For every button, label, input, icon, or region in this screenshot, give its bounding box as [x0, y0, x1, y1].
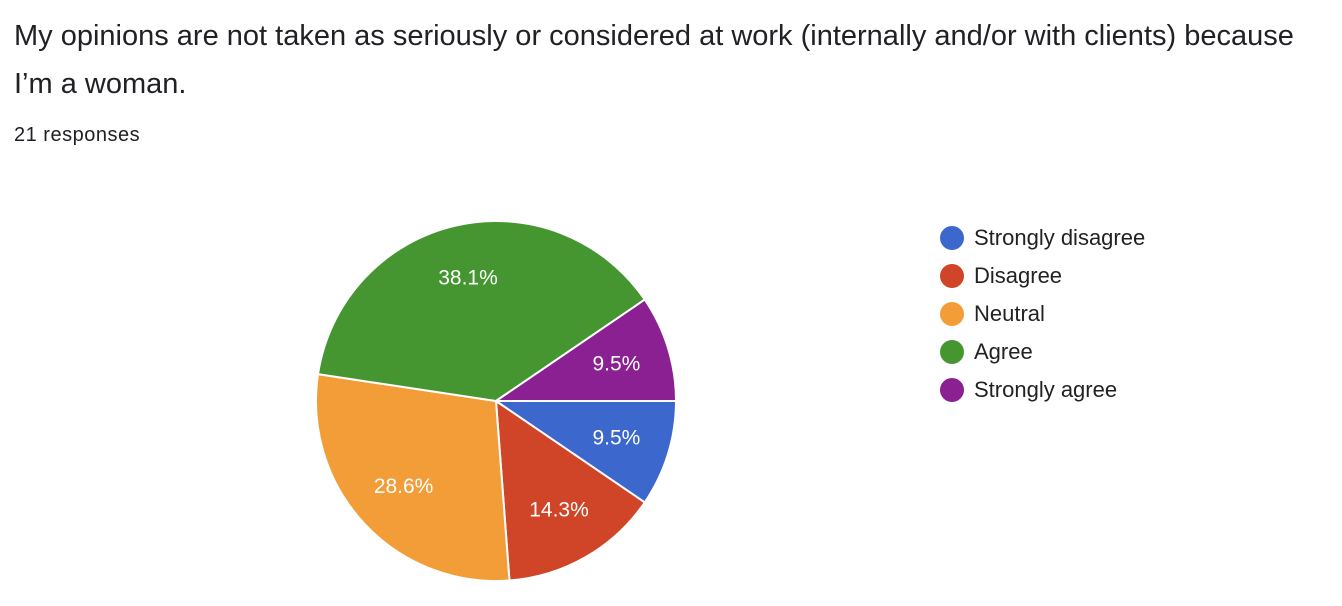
- legend-label-disagree: Disagree: [974, 263, 1063, 288]
- legend-swatch-neutral: [940, 302, 964, 326]
- response-count: 21 responses: [14, 124, 141, 146]
- pie-slice-neutral[interactable]: [315, 373, 511, 582]
- legend-label-neutral: Neutral: [974, 301, 1045, 326]
- legend-item-disagree[interactable]: Disagree: [940, 257, 1145, 295]
- pie-slice-disagree[interactable]: [495, 400, 646, 582]
- legend-swatch-strongly-agree: [940, 378, 964, 402]
- pie-slice-labels: 9.5% 14.3% 28.6% 38.1% 9.5%: [374, 267, 641, 522]
- legend-item-neutral[interactable]: Neutral: [940, 295, 1145, 333]
- legend-label-strongly-disagree: Strongly disagree: [974, 225, 1146, 250]
- legend-item-strongly-disagree[interactable]: Strongly disagree: [940, 219, 1145, 257]
- legend-swatch-agree: [940, 340, 964, 364]
- legend-item-strongly-agree[interactable]: Strongly agree: [940, 371, 1145, 409]
- slice-label-strongly-disagree: 9.5%: [592, 427, 640, 450]
- slice-label-disagree: 14.3%: [529, 499, 589, 522]
- slice-label-strongly-agree: 9.5%: [592, 352, 640, 375]
- legend-label-strongly-agree: Strongly agree: [974, 377, 1118, 402]
- pie-slices: [315, 220, 677, 582]
- slice-label-agree: 38.1%: [438, 267, 498, 290]
- pie-slice-strongly-disagree[interactable]: [495, 400, 677, 504]
- legend-item-agree[interactable]: Agree: [940, 333, 1145, 371]
- legend-swatch-strongly-disagree: [940, 226, 964, 250]
- legend-label-agree: Agree: [974, 339, 1033, 364]
- pie-slice-agree[interactable]: [317, 220, 646, 402]
- slice-label-neutral: 28.6%: [374, 475, 434, 498]
- legend-swatch-disagree: [940, 264, 964, 288]
- chart-title: My opinions are not taken as seriously o…: [14, 20, 1294, 100]
- pie-slice-strongly-agree[interactable]: [495, 298, 677, 402]
- chart-legend: Strongly disagree Disagree Neutral Agree…: [940, 219, 1145, 409]
